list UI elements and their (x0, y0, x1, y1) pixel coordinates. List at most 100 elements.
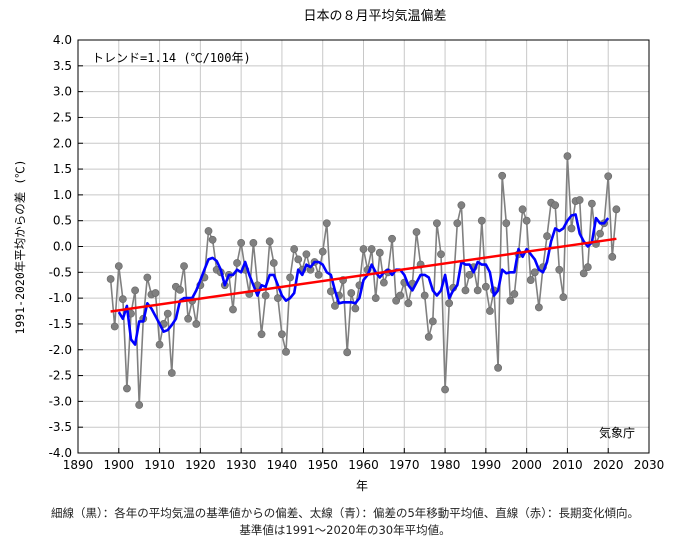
annual-anomaly-point (522, 216, 531, 225)
annual-anomaly-point (526, 276, 535, 284)
annual-anomaly-point (433, 219, 441, 228)
annual-anomaly-point (371, 294, 380, 303)
annual-anomaly-point (114, 262, 123, 271)
annual-anomaly-point (269, 259, 278, 267)
annual-anomaly-point (143, 273, 152, 282)
annual-anomaly-point (604, 172, 613, 181)
annual-anomaly-point (192, 320, 201, 328)
annual-anomaly-point (518, 205, 527, 214)
annual-anomaly-point (392, 296, 401, 305)
annual-anomaly-point (502, 219, 511, 228)
annual-anomaly-point (351, 304, 360, 313)
annual-anomaly-point (481, 282, 490, 291)
annual-anomaly-point (257, 330, 266, 339)
y-tick-label: 1.0 (53, 188, 72, 202)
y-tick-label: -3.5 (49, 420, 72, 434)
annual-anomaly-point (302, 250, 311, 259)
annual-anomaly-point (123, 384, 131, 393)
trend-label: トレンド=1.14 (℃/100年) (92, 51, 251, 65)
annual-anomaly-point (294, 255, 303, 264)
annual-anomaly-point (314, 270, 323, 279)
annual-anomaly-point (261, 291, 270, 300)
annual-anomaly-point (233, 259, 241, 267)
annual-anomaly-point (506, 296, 515, 305)
x-tick-label: 1920 (185, 458, 216, 472)
y-tick-label: -0.5 (49, 265, 72, 279)
caption-line-1: 細線（黒）：各年の平均気温の基準値からの偏差、太線（青）：偏差の5年移動平均値、… (50, 506, 640, 520)
x-tick-label: 1990 (471, 458, 502, 472)
x-tick-label: 1970 (389, 458, 420, 472)
y-tick-label: 3.0 (53, 85, 72, 99)
annual-anomaly-point (457, 201, 466, 210)
annual-anomaly-point (375, 248, 384, 257)
annual-anomaly-point (204, 227, 213, 235)
annual-anomaly-point (110, 322, 119, 331)
annual-anomaly-point (184, 314, 193, 323)
annual-anomaly-point (290, 245, 299, 253)
annual-anomaly-point (118, 295, 127, 304)
annual-anomaly-point (176, 285, 184, 294)
annual-anomaly-point (286, 273, 294, 282)
annual-anomaly-point (278, 330, 286, 339)
annual-anomaly-point (461, 286, 470, 295)
annual-anomaly-point (404, 299, 413, 308)
plot-frame (77, 39, 650, 454)
annual-anomaly-point (396, 291, 405, 300)
annual-anomaly-point (437, 250, 445, 259)
annual-anomaly-point (273, 294, 282, 303)
x-tick-label: 1930 (226, 458, 257, 472)
trend-line (110, 237, 617, 313)
annual-anomaly-point (331, 301, 339, 310)
annual-anomaly-point (229, 305, 237, 314)
annual-anomaly-point (163, 309, 172, 318)
x-tick-label: 1980 (430, 458, 461, 472)
annual-anomaly-point (412, 228, 421, 236)
x-tick-label: 2030 (634, 458, 665, 472)
annual-anomaly-point (428, 317, 437, 326)
annual-anomaly-point (167, 369, 176, 377)
annual-anomaly-point (282, 347, 290, 356)
y-axis-label: 1991-2020年平均からの差 (℃) (13, 159, 27, 334)
annual-anomaly-point (563, 152, 572, 161)
x-tick-label: 2020 (593, 458, 624, 472)
annual-anomaly-point (106, 275, 115, 283)
annual-anomaly-point (135, 401, 144, 409)
annual-anomaly-point (424, 332, 433, 341)
y-tick-label: -2.0 (49, 343, 72, 357)
annual-anomaly-point (445, 299, 454, 308)
annual-anomaly-point (612, 205, 621, 214)
x-tick-label: 1900 (104, 458, 135, 472)
annual-anomaly-point (359, 245, 368, 253)
annual-anomaly-point (151, 289, 160, 297)
annual-anomaly-point (530, 268, 539, 277)
annual-anomaly-point (555, 265, 564, 274)
annual-anomaly-point (367, 245, 376, 253)
annual-anomaly-point (155, 340, 164, 349)
caption-line-2: 基準値は1991～2020年の30年平均値。 (239, 523, 451, 537)
chart-title: 日本の８月平均気温偏差 (303, 8, 446, 24)
annual-anomaly-point (551, 201, 560, 210)
tick-labels: 1890 1900 1910 1920 1930 1940 1950 1960 1970 1980… (49, 33, 665, 472)
y-tick-label: -1.5 (49, 317, 72, 331)
annual-anomaly-point (494, 363, 502, 372)
annual-anomaly-point (575, 196, 584, 204)
x-tick-label: 1950 (307, 458, 338, 472)
annual-anomaly-point (265, 237, 274, 246)
annual-anomaly-point (388, 234, 396, 243)
annual-anomaly-point (441, 385, 449, 394)
annual-anomaly-point (318, 247, 327, 256)
x-tick-label: 2000 (511, 458, 542, 472)
annual-anomaly-point (379, 278, 388, 287)
annual-anomaly-point (343, 348, 352, 357)
annual-anomaly-point (534, 303, 543, 312)
y-tick-label: 2.0 (53, 136, 72, 150)
temperature-anomaly-chart: 日本の８月平均気温偏差 1890 1900 1910 1920 1930 1940 1950… (13, 8, 665, 493)
moving-average-line (117, 213, 610, 346)
annual-anomaly-point (543, 232, 551, 241)
annual-anomaly-point (465, 270, 474, 279)
annual-anomaly-point (208, 235, 217, 244)
annual-anomaly-point (498, 171, 507, 180)
y-tick-label: 0.0 (53, 240, 72, 254)
y-tick-label: 2.5 (53, 110, 72, 124)
annual-anomaly-point (477, 216, 486, 225)
